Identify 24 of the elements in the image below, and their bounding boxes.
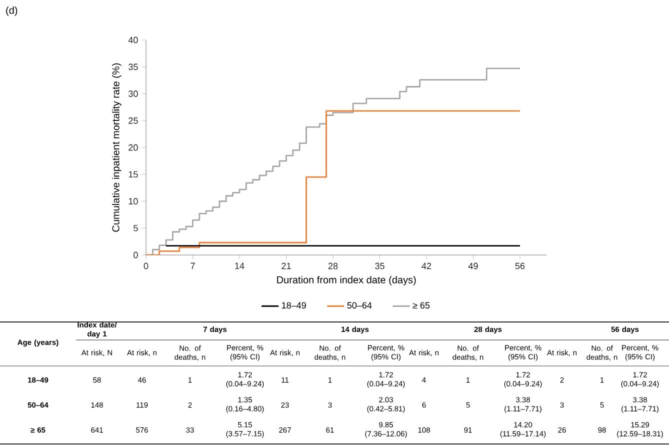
x-tick-label: 14: [235, 262, 244, 269]
x-tick-label: 49: [468, 262, 478, 270]
x-axis-title: Duration from index date (days): [277, 276, 416, 286]
y-tick-label: 5: [134, 224, 138, 232]
legend-label: 18–49: [282, 302, 306, 309]
x-tick-label: 56: [515, 262, 525, 270]
x-tick-label: 7: [190, 262, 195, 269]
legend-label: 50–64: [347, 302, 372, 309]
y-tick-label: 0: [134, 252, 138, 258]
y-axis-title: Cumulative inpatient mortality rate (%): [112, 63, 122, 232]
y-tick-label: 30: [128, 90, 138, 97]
y-tick-label: 40: [128, 36, 138, 44]
text: (d): [6, 6, 18, 16]
x-tick-label: 0: [144, 262, 148, 270]
y-tick-label: 35: [128, 64, 138, 70]
y-tick-label: 10: [128, 198, 138, 204]
x-tick-label: 28: [328, 262, 338, 270]
x-tick-label: 35: [375, 262, 384, 270]
y-tick-label: 25: [128, 117, 138, 124]
legend-label: ≥ 65: [412, 302, 430, 309]
y-tick-label: 15: [128, 171, 138, 178]
y-tick-label: 20: [128, 144, 138, 151]
x-tick-label: 42: [422, 262, 432, 270]
x-tick-label: 21: [282, 262, 291, 270]
